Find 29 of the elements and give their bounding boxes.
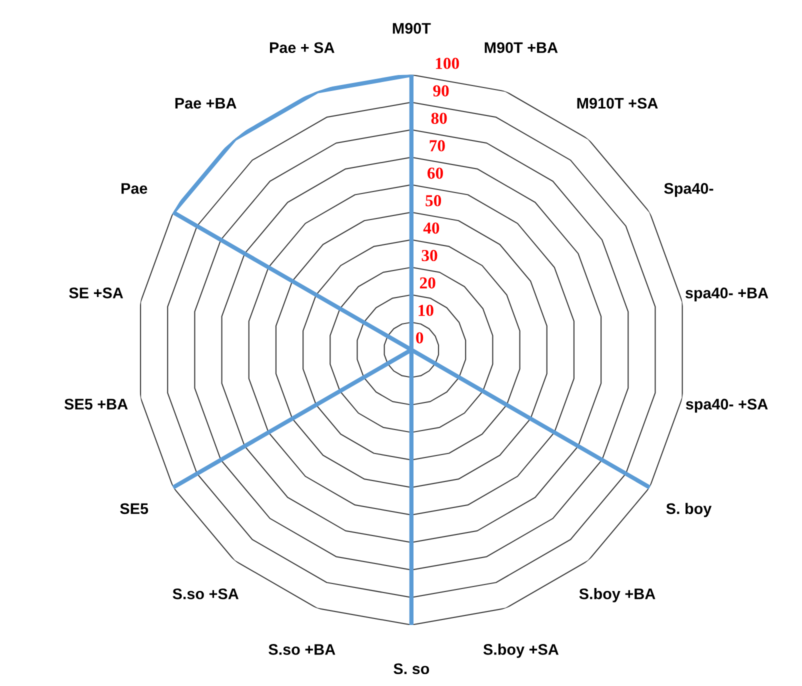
y-tick-label: 10: [418, 304, 434, 316]
spoke-label: SE +SA: [69, 288, 124, 298]
y-tick-label: 30: [422, 250, 438, 262]
spoke-label: Spa40-: [664, 183, 714, 197]
spoke-label: S.boy +SA: [483, 644, 559, 658]
y-tick-label: 0: [416, 332, 424, 344]
spoke-label: S.so +BA: [268, 644, 336, 655]
spoke-label: S. boy: [666, 502, 712, 518]
y-tick-label: 20: [420, 277, 436, 289]
spoke-label: SE5: [120, 503, 148, 514]
y-tick-label: 70: [430, 140, 445, 152]
spoke-label: M910T +SA: [577, 98, 658, 109]
spoke-label: spa40- +BA: [686, 288, 768, 302]
y-tick-label: 100: [436, 58, 459, 70]
y-tick-label: 60: [428, 168, 443, 179]
spoke-label: S. so: [394, 663, 430, 674]
spoke-label: Pae: [122, 183, 148, 194]
spoke-label: S.so +SA: [172, 588, 239, 600]
y-tick-label: 80: [431, 112, 447, 124]
spoke-label: Pae + SA: [270, 42, 334, 54]
spoke-label: spa40- +SA: [686, 398, 768, 413]
y-tick-label: 90: [433, 85, 449, 96]
spoke-label: S.boy +BA: [579, 588, 656, 602]
y-tick-label: 50: [426, 195, 442, 206]
spoke-label: M90T +BA: [484, 42, 558, 54]
spoke-label: Pae +BA: [175, 98, 236, 109]
y-tick-label: 40: [423, 222, 440, 234]
spoke-label: SE5 +BA: [64, 398, 128, 410]
spoke-label: M90T: [392, 22, 431, 34]
